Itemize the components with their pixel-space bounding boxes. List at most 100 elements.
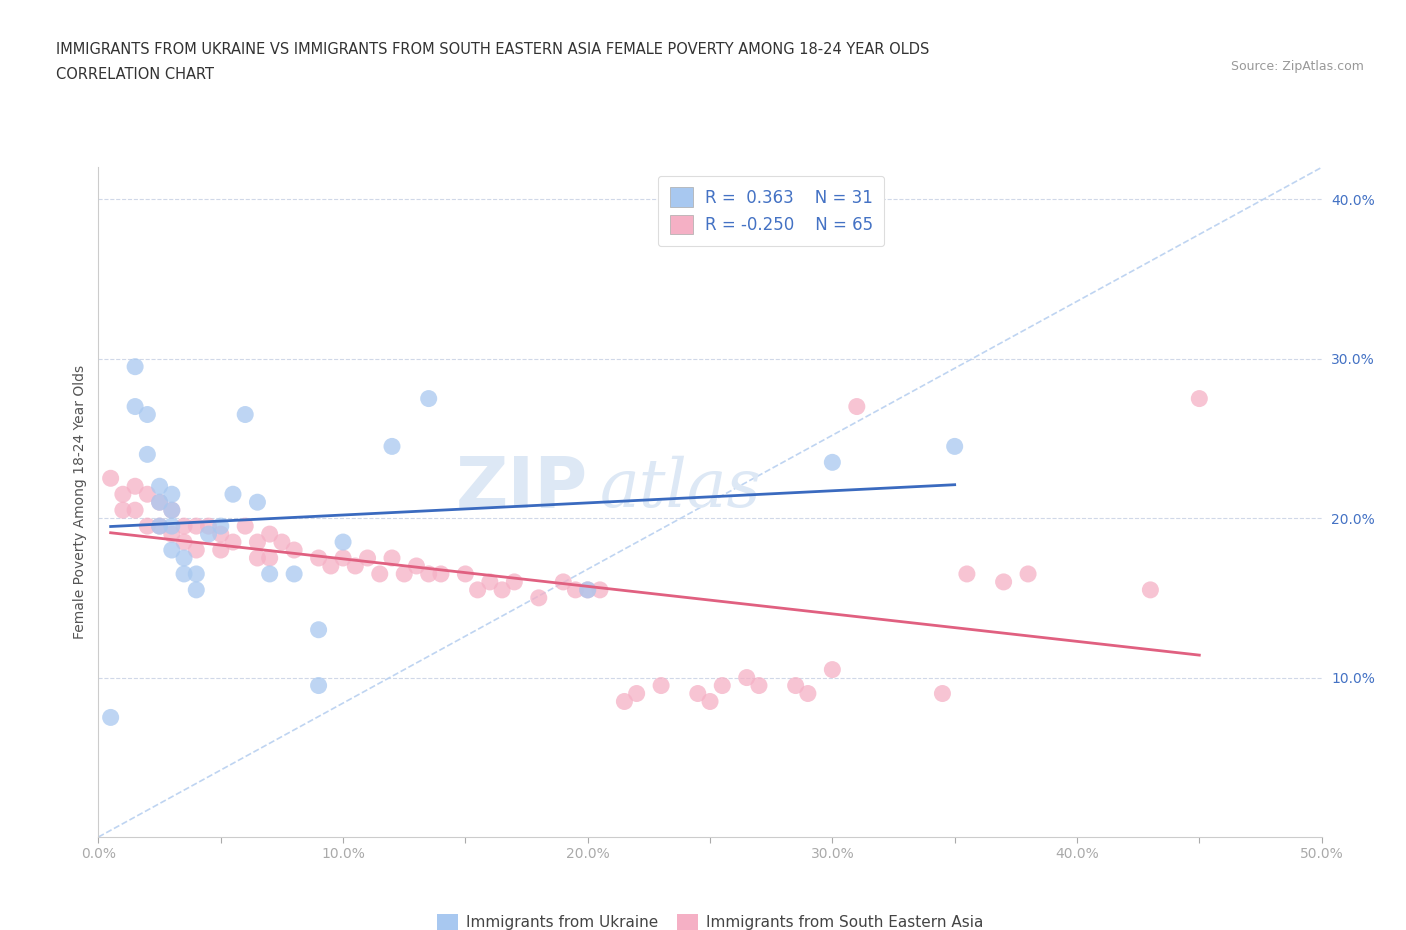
Point (332, 535, 354, 550)
Point (186, 519, 208, 534)
Point (160, 503, 183, 518)
Point (1017, 566, 1039, 581)
Point (626, 686, 648, 701)
Point (553, 575, 575, 590)
Point (381, 551, 404, 565)
Point (418, 392, 440, 406)
Point (845, 399, 868, 414)
Point (467, 582, 489, 597)
Point (136, 519, 159, 534)
Point (259, 526, 281, 541)
Point (270, 535, 294, 550)
Point (246, 551, 269, 565)
Point (797, 686, 820, 701)
Point (454, 566, 477, 581)
Point (405, 559, 427, 574)
Point (308, 678, 330, 693)
Point (283, 566, 305, 581)
Point (173, 535, 195, 550)
Point (686, 686, 709, 701)
Point (136, 486, 159, 501)
Point (259, 551, 281, 565)
Point (503, 575, 526, 590)
Point (589, 582, 612, 597)
Point (576, 582, 599, 597)
Point (430, 566, 453, 581)
Point (246, 535, 269, 550)
Point (233, 407, 256, 422)
Point (100, 471, 122, 485)
Point (149, 519, 172, 534)
Text: IMMIGRANTS FROM UKRAINE VS IMMIGRANTS FROM SOUTH EASTERN ASIA FEMALE POVERTY AMO: IMMIGRANTS FROM UKRAINE VS IMMIGRANTS FR… (56, 42, 929, 57)
Point (332, 551, 354, 565)
Point (209, 542, 232, 557)
Point (136, 407, 159, 422)
Point (124, 479, 146, 494)
Point (650, 678, 672, 693)
Point (699, 694, 721, 709)
Point (356, 551, 378, 565)
Y-axis label: Female Poverty Among 18-24 Year Olds: Female Poverty Among 18-24 Year Olds (73, 365, 87, 639)
Point (160, 519, 183, 534)
Point (478, 575, 501, 590)
Point (821, 662, 844, 677)
Point (186, 566, 208, 581)
Point (173, 551, 195, 565)
Point (956, 566, 979, 581)
Point (149, 519, 172, 534)
Point (136, 447, 159, 462)
Point (197, 519, 219, 534)
Point (173, 519, 195, 534)
Point (576, 582, 599, 597)
Point (197, 526, 219, 541)
Point (124, 359, 146, 374)
Point (209, 519, 232, 534)
Point (111, 503, 134, 518)
Point (160, 503, 183, 518)
Point (381, 439, 404, 454)
Point (111, 486, 134, 501)
Point (821, 455, 844, 470)
Point (222, 535, 245, 550)
Point (748, 678, 770, 693)
Point (711, 678, 734, 693)
Point (160, 542, 183, 557)
Point (943, 439, 966, 454)
Point (735, 671, 758, 685)
Text: ZIP: ZIP (456, 455, 588, 524)
Point (124, 399, 146, 414)
Legend: Immigrants from Ukraine, Immigrants from South Eastern Asia: Immigrants from Ukraine, Immigrants from… (430, 909, 990, 930)
Point (233, 519, 256, 534)
Text: Source: ZipAtlas.com: Source: ZipAtlas.com (1230, 60, 1364, 73)
Point (100, 710, 122, 724)
Point (785, 678, 807, 693)
Point (308, 622, 330, 637)
Point (283, 542, 305, 557)
Point (308, 551, 330, 565)
Point (319, 559, 342, 574)
Point (186, 582, 208, 597)
Point (993, 575, 1015, 590)
Point (392, 566, 416, 581)
Point (931, 686, 953, 701)
Point (149, 495, 172, 510)
Point (209, 526, 232, 541)
Point (246, 495, 269, 510)
Point (160, 486, 183, 501)
Point (564, 582, 586, 597)
Point (222, 486, 245, 501)
Point (160, 526, 183, 541)
Point (259, 566, 281, 581)
Point (613, 694, 636, 709)
Text: atlas: atlas (600, 457, 762, 522)
Point (491, 582, 513, 597)
Point (368, 566, 391, 581)
Point (1139, 582, 1161, 597)
Point (124, 503, 146, 518)
Point (1188, 392, 1211, 406)
Point (149, 495, 172, 510)
Point (527, 591, 550, 605)
Point (149, 479, 172, 494)
Text: CORRELATION CHART: CORRELATION CHART (56, 67, 214, 82)
Point (186, 542, 208, 557)
